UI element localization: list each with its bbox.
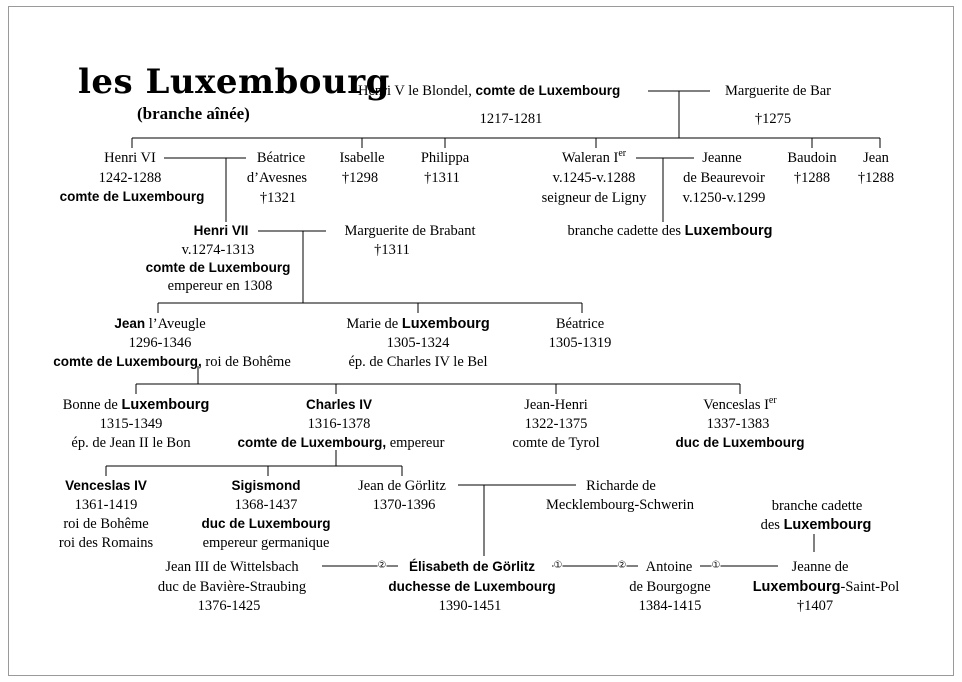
person-marguerite-brabant-dates: †1311 <box>374 242 410 258</box>
person-henri-vi-title: comte de Luxembourg <box>59 189 205 204</box>
person-charles-iv: Charles IV <box>305 397 373 412</box>
person-sigismond: Sigismond <box>231 478 301 493</box>
person-jean-1288-dates: †1288 <box>857 170 895 186</box>
person-jean-iii-wittelsbach-dates: 1376-1425 <box>197 598 261 614</box>
page-frame <box>8 6 954 676</box>
person-venceslas-iv-note1: roi de Bohême <box>63 516 149 532</box>
person-jean-1288: Jean <box>863 150 889 166</box>
person-charles-iv-title: comte de Luxembourg, empereur <box>237 435 445 451</box>
person-waleran: Waleran Ier <box>561 148 627 166</box>
person-jeanne-beaurevoir-line2: de Beaurevoir <box>683 170 765 186</box>
person-jean-laveugle-dates: 1296-1346 <box>128 335 192 351</box>
person-sigismond-note: empereur germanique <box>202 535 330 551</box>
person-jeanne-lsp-dates: †1407 <box>796 598 834 614</box>
person-henri-vi: Henri VI <box>104 150 156 166</box>
person-waleran-note: seigneur de Ligny <box>541 190 647 206</box>
person-philippa: Philippa <box>420 150 470 166</box>
person-charles-iv-dates: 1316-1378 <box>307 416 371 432</box>
person-baudoin: Baudoin <box>787 150 837 166</box>
marriage-order-mark: ① <box>553 560 563 571</box>
person-elisabeth-dates: 1390-1451 <box>438 598 502 614</box>
person-marguerite-brabant: Marguerite de Brabant <box>344 223 476 239</box>
person-jean-iii-wittelsbach: Jean III de Wittelsbach <box>165 559 299 575</box>
person-jean-henri-note: comte de Tyrol <box>512 435 600 451</box>
person-bonne-dates: 1315-1349 <box>99 416 163 432</box>
person-venceslas-i-dates: 1337-1383 <box>706 416 770 432</box>
person-antoine-line2: de Bourgogne <box>629 579 711 595</box>
marriage-order-mark: ① <box>711 560 721 571</box>
person-richarde-line2: Mecklembourg-Schwerin <box>546 497 694 513</box>
person-elisabeth-title: duchesse de Luxembourg <box>388 579 556 594</box>
person-marguerite-de-bar-dates: †1275 <box>754 111 792 127</box>
person-beatrice-1305-dates: 1305-1319 <box>548 335 612 351</box>
page-subtitle: (branche aînée) <box>137 104 250 123</box>
person-jean-de-gorlitz-dates: 1370-1396 <box>372 497 436 513</box>
person-isabelle-dates: †1298 <box>341 170 379 186</box>
person-henri-v: Henri V le Blondel, comte de Luxembourg <box>358 83 621 99</box>
person-henri-vi-dates: 1242-1288 <box>98 170 162 186</box>
person-jeanne-beaurevoir: Jeanne <box>702 150 742 166</box>
person-venceslas-iv-dates: 1361-1419 <box>74 497 138 513</box>
person-baudoin-dates: †1288 <box>793 170 831 186</box>
person-henri-vii-dates: v.1274-1313 <box>181 242 255 258</box>
person-beatrice-1305: Béatrice <box>555 316 605 332</box>
person-venceslas-iv: Venceslas IV <box>65 478 147 493</box>
person-jeanne-lsp-line2: Luxembourg-Saint-Pol <box>752 579 900 595</box>
person-bonne-luxembourg: Bonne de Luxembourg <box>62 397 210 413</box>
person-jean-laveugle: Jean l’Aveugle <box>114 316 206 332</box>
person-beatrice-avesnes: Béatrice <box>256 150 306 166</box>
person-bonne-note: ép. de Jean II le Bon <box>71 435 191 451</box>
person-jeanne-luxembourg-saint-pol: Jeanne de <box>791 559 849 575</box>
person-jean-laveugle-title: comte de Luxembourg, roi de Bohême <box>53 354 291 370</box>
person-waleran-dates: v.1245-v.1288 <box>552 170 636 186</box>
person-sigismond-dates: 1368-1437 <box>234 497 298 513</box>
person-marie-dates: 1305-1324 <box>386 335 450 351</box>
person-elisabeth-de-gorlitz: Élisabeth de Görlitz <box>408 559 536 574</box>
person-marie-note: ép. de Charles IV le Bel <box>348 354 488 370</box>
person-beatrice-avesnes-line2: d’Avesnes <box>246 170 308 186</box>
person-venceslas-iv-note2: roi des Romains <box>58 535 154 551</box>
page-title: les Luxembourg <box>78 62 390 102</box>
person-henri-v-dates: 1217-1281 <box>479 111 543 127</box>
person-richarde: Richarde de <box>586 478 656 494</box>
marriage-order-mark: ② <box>617 560 627 571</box>
person-sigismond-title: duc de Luxembourg <box>201 516 331 531</box>
person-jean-iii-wittelsbach-line2: duc de Bavière-Straubing <box>157 579 307 595</box>
person-jean-henri: Jean-Henri <box>524 397 588 413</box>
person-jeanne-beaurevoir-dates: v.1250-v.1299 <box>682 190 766 206</box>
branche-cadette-label-2: branche cadette <box>771 498 863 514</box>
person-henri-vii-note: empereur en 1308 <box>167 278 273 294</box>
person-henri-vii-title: comte de Luxembourg <box>145 260 291 275</box>
branche-cadette-label: branche cadette des Luxembourg <box>567 223 773 239</box>
person-beatrice-avesnes-dates: †1321 <box>259 190 297 206</box>
person-antoine-dates: 1384-1415 <box>638 598 702 614</box>
person-marguerite-de-bar: Marguerite de Bar <box>724 83 832 99</box>
person-jean-henri-dates: 1322-1375 <box>524 416 588 432</box>
person-venceslas-i: Venceslas Ier <box>703 395 777 413</box>
branche-cadette-label-2-line2: des Luxembourg <box>760 517 872 533</box>
marriage-order-mark: ② <box>377 560 387 571</box>
person-henri-vii: Henri VII <box>193 223 249 238</box>
person-isabelle: Isabelle <box>339 150 385 166</box>
person-antoine: Antoine <box>645 559 693 575</box>
person-jean-de-gorlitz: Jean de Görlitz <box>358 478 446 494</box>
person-philippa-dates: †1311 <box>424 170 460 186</box>
person-marie-luxembourg: Marie de Luxembourg <box>346 316 490 332</box>
person-venceslas-i-title: duc de Luxembourg <box>675 435 805 450</box>
